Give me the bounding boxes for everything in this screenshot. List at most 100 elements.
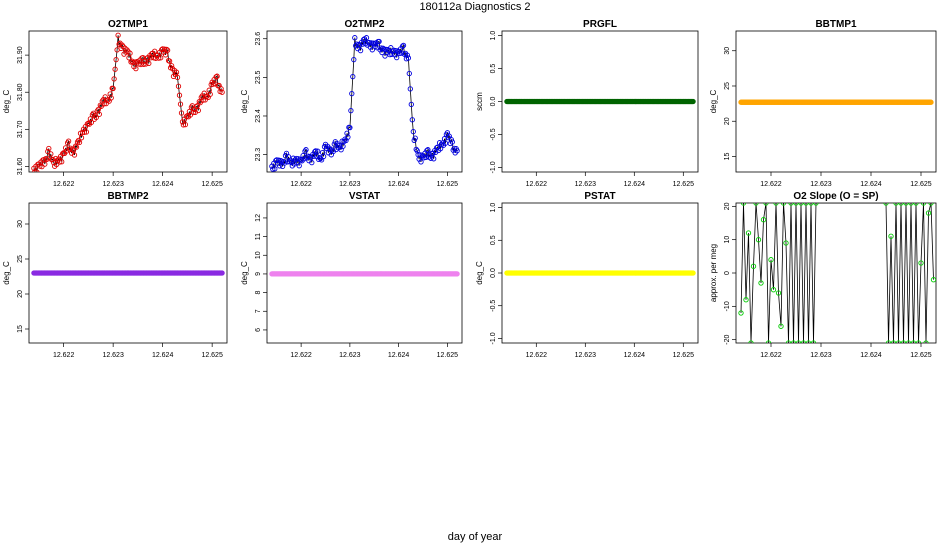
x-tick-label: 12.625 <box>910 352 932 359</box>
x-tick-label: 12.623 <box>102 352 124 359</box>
data-point <box>383 46 389 53</box>
data-point <box>923 340 929 343</box>
data-point <box>160 46 166 52</box>
y-tick-label: 6 <box>255 328 262 332</box>
data-point <box>34 169 40 172</box>
x-tick-label: 12.624 <box>152 181 174 188</box>
data-point <box>303 147 309 153</box>
data-point <box>177 101 184 107</box>
data-point <box>163 46 170 53</box>
panel-o2tmp1: O2TMP1 deg_C 12.622 12.623 12.624 12.625 31.60… <box>2 19 228 188</box>
data-point <box>88 119 95 126</box>
panel-title: O2TMP1 <box>108 19 148 30</box>
data-point <box>219 270 225 276</box>
data-point <box>930 277 936 283</box>
x-tick-label: 12.625 <box>201 352 223 359</box>
data-point <box>164 47 171 53</box>
data-point <box>127 50 133 56</box>
y-tick-label: 10 <box>724 236 731 244</box>
data-point <box>900 340 907 343</box>
data-point <box>347 124 353 131</box>
x-tick-label: 12.623 <box>102 181 124 188</box>
data-point <box>399 43 406 49</box>
data-point <box>89 112 96 118</box>
data-point <box>803 203 809 206</box>
data-point <box>454 148 460 154</box>
y-tick-label: 1.0 <box>490 31 497 41</box>
y-tick-label: 15 <box>17 325 24 333</box>
panel-title: O2TMP2 <box>344 19 384 30</box>
x-tick-label: 12.624 <box>388 181 410 188</box>
data-point <box>60 150 66 157</box>
y-axis-label: deg_C <box>240 89 249 113</box>
data-point <box>73 144 80 150</box>
data-point <box>63 148 70 154</box>
data-point <box>753 203 759 206</box>
series-line <box>740 203 934 343</box>
data-point <box>895 340 902 343</box>
data-point <box>178 110 185 116</box>
plot-area <box>504 98 696 105</box>
x-tick-label: 12.624 <box>388 352 410 359</box>
panel-o2-slope-o-sp: O2 Slope (O = SP) approx. per meg 12.622 12… <box>709 191 937 359</box>
x-tick-label: 12.625 <box>437 352 459 359</box>
data-point <box>176 92 183 98</box>
data-point <box>65 138 72 144</box>
data-point <box>448 136 454 143</box>
data-point <box>143 61 149 67</box>
panel-title: O2 Slope (O = SP) <box>793 191 878 202</box>
x-tick-label: 12.623 <box>339 352 361 359</box>
data-point <box>152 48 158 54</box>
data-point <box>778 323 784 329</box>
data-point <box>111 76 117 82</box>
data-point <box>195 107 201 114</box>
data-point <box>412 135 418 141</box>
x-tick-label: 12.622 <box>53 181 75 188</box>
y-tick-label: 20 <box>17 290 24 298</box>
data-point <box>76 139 83 146</box>
plot-frame <box>266 202 463 344</box>
plot-frame <box>28 30 228 173</box>
y-axis-label: deg_C <box>475 261 484 285</box>
y-tick-label: 31.80 <box>17 83 24 101</box>
data-point <box>79 129 86 135</box>
data-point <box>903 203 909 206</box>
x-tick-label: 12.622 <box>53 352 75 359</box>
data-point <box>300 152 306 159</box>
data-point <box>893 203 899 206</box>
data-point <box>805 340 812 343</box>
data-point <box>59 159 65 165</box>
y-tick-label: -20 <box>724 335 731 345</box>
y-tick-label: -1.0 <box>490 332 497 344</box>
data-point <box>48 151 54 157</box>
data-point <box>352 35 358 41</box>
data-point <box>790 340 797 343</box>
x-tick-label: 12.625 <box>201 181 223 188</box>
data-point <box>423 154 429 161</box>
data-point <box>296 163 302 169</box>
panel-title: BBTMP1 <box>815 19 857 30</box>
y-tick-label: 0.5 <box>490 235 497 245</box>
x-tick-label: 12.623 <box>339 181 361 188</box>
y-axis-label: sccm <box>475 92 484 111</box>
plot-frame <box>735 30 937 173</box>
data-point <box>93 114 99 121</box>
y-tick-label: 1.0 <box>490 203 497 213</box>
data-point <box>276 157 282 163</box>
data-point <box>138 61 144 68</box>
data-point <box>108 95 114 101</box>
y-tick-label: 30 <box>17 220 24 228</box>
data-point <box>750 263 757 269</box>
data-point <box>350 73 356 80</box>
data-point <box>218 86 224 92</box>
panel-title: VSTAT <box>349 191 380 202</box>
data-point <box>207 91 213 97</box>
data-point <box>168 63 175 69</box>
data-point <box>808 203 814 206</box>
data-point <box>690 270 696 276</box>
data-point <box>351 56 357 63</box>
data-point <box>376 38 382 45</box>
y-tick-label: -0.5 <box>490 128 497 140</box>
data-point <box>115 32 121 38</box>
